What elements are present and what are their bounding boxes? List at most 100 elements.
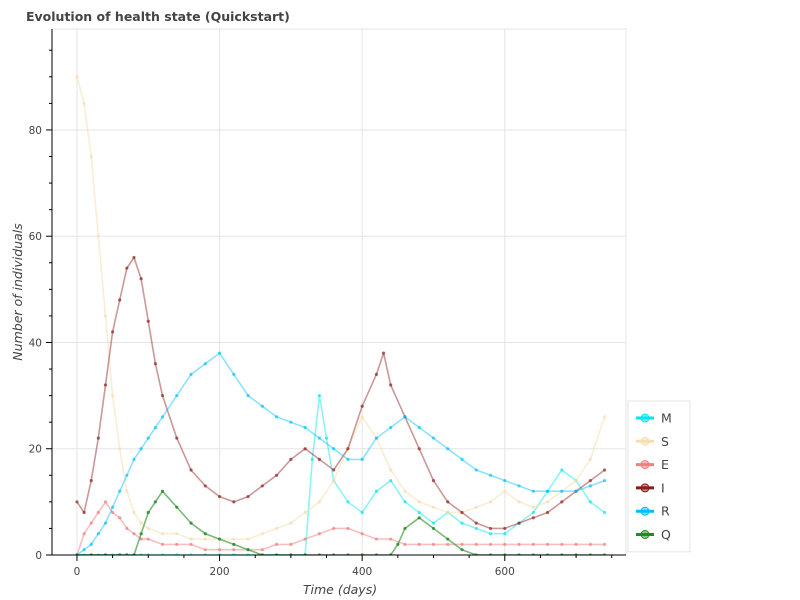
data-point-M — [588, 500, 592, 504]
data-point-S — [403, 489, 407, 493]
data-point-M — [474, 526, 478, 531]
data-point-S — [474, 505, 478, 509]
data-point-S — [517, 500, 521, 504]
legend-item-E[interactable]: E — [636, 457, 669, 472]
data-point-Q — [403, 526, 407, 531]
data-point-E — [332, 526, 336, 531]
data-point-M — [417, 510, 421, 515]
data-point-E — [303, 537, 307, 541]
data-point-E — [446, 542, 450, 546]
legend-item-S[interactable]: S — [636, 434, 669, 449]
data-point-E — [317, 532, 321, 536]
data-point-I — [545, 510, 550, 515]
data-point-I — [217, 494, 222, 499]
legend-item-R[interactable]: R — [636, 504, 670, 519]
data-point-S — [75, 75, 79, 79]
data-point-I — [381, 351, 386, 355]
data-point-M — [403, 500, 407, 504]
data-point-I — [417, 447, 421, 451]
data-point-R — [82, 548, 86, 552]
data-point-Q — [139, 532, 143, 536]
data-point-M — [389, 479, 393, 483]
data-point-I — [75, 500, 79, 504]
data-point-I — [160, 394, 165, 398]
data-point-E — [574, 542, 578, 546]
data-point-S — [118, 447, 122, 451]
x-axis-label: Time (days) — [303, 582, 377, 597]
data-point-S — [160, 532, 165, 536]
data-point-R — [303, 425, 307, 430]
legend-item-I[interactable]: I — [636, 480, 665, 495]
y-tick-label: 0 — [35, 550, 42, 562]
data-point-S — [189, 537, 193, 541]
data-point-E — [588, 542, 592, 546]
data-point-M — [603, 510, 607, 515]
legend-item-M[interactable]: M — [636, 411, 672, 426]
data-point-R — [460, 457, 464, 461]
series-R — [75, 351, 607, 555]
data-point-I — [203, 484, 207, 488]
data-point-E — [503, 542, 507, 546]
data-point-I — [374, 372, 379, 376]
legend-item-Q[interactable]: Q — [636, 527, 671, 542]
legend-swatch-marker — [640, 530, 650, 539]
data-point-Q — [217, 537, 222, 541]
data-point-S — [303, 510, 307, 515]
data-point-I — [303, 447, 307, 451]
data-point-I — [232, 500, 236, 504]
data-point-R — [603, 479, 607, 483]
data-point-S — [488, 500, 493, 504]
data-point-E — [260, 548, 264, 552]
data-point-R — [118, 489, 122, 493]
data-point-R — [545, 489, 550, 493]
data-point-R — [417, 425, 421, 430]
data-point-I — [560, 500, 564, 504]
data-point-E — [389, 537, 393, 541]
data-point-I — [431, 479, 436, 483]
data-point-E — [488, 542, 493, 546]
data-point-S — [360, 415, 364, 419]
data-point-E — [346, 526, 350, 531]
data-point-R — [403, 415, 407, 419]
data-point-E — [474, 542, 478, 546]
data-point-S — [531, 505, 535, 509]
data-point-S — [603, 415, 607, 419]
data-point-E — [417, 542, 421, 546]
data-point-E — [431, 542, 436, 546]
data-point-R — [289, 420, 293, 424]
data-point-R — [389, 425, 393, 430]
data-point-I — [488, 526, 493, 531]
data-point-E — [360, 532, 364, 536]
series-Q — [75, 489, 607, 555]
data-point-I — [96, 436, 100, 440]
data-point-R — [217, 351, 222, 355]
data-point-M — [488, 532, 493, 536]
data-point-E — [232, 548, 236, 552]
data-point-S — [203, 537, 207, 541]
series-line-S — [76, 76, 606, 540]
data-point-R — [531, 489, 535, 493]
data-point-S — [146, 526, 150, 531]
data-point-E — [603, 542, 607, 546]
legend-swatch-marker — [640, 436, 650, 446]
series-line-E — [76, 501, 605, 555]
data-point-R — [517, 484, 521, 488]
data-point-I — [125, 266, 129, 270]
data-point-I — [531, 516, 535, 520]
data-point-E — [517, 542, 521, 546]
data-point-I — [153, 362, 157, 366]
data-point-Q — [460, 548, 464, 552]
data-point-Q — [153, 500, 157, 504]
data-point-M — [324, 436, 329, 440]
data-point-S — [545, 500, 550, 504]
data-point-R — [332, 447, 336, 451]
data-point-E — [96, 510, 100, 515]
data-point-R — [175, 394, 179, 398]
data-point-R — [346, 457, 350, 461]
data-point-I — [346, 447, 350, 451]
data-point-S — [175, 532, 179, 536]
data-point-R — [574, 489, 578, 493]
x-tick-label: 0 — [74, 566, 81, 578]
data-point-E — [289, 542, 293, 546]
